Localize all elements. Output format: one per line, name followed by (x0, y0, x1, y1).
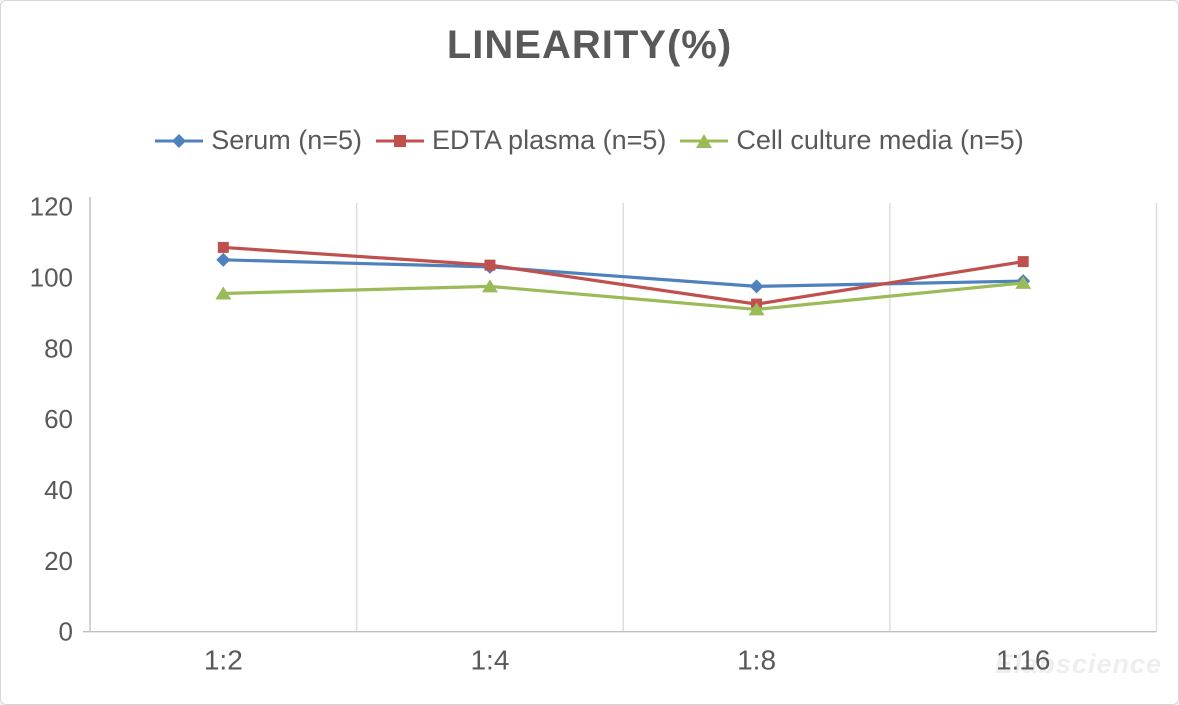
x-tick-label: 1:16 (996, 645, 1051, 676)
series-line (223, 281, 1024, 312)
chart-title: LINEARITY(%) (446, 23, 733, 67)
data-point-marker-triangle (481, 279, 498, 293)
legend-label-cell-culture-media: Cell culture media (n=5) (736, 125, 1024, 155)
legend-item-edta-plasma: EDTA plasma (n=5) (376, 125, 666, 156)
y-tick-label: 120 (30, 192, 73, 222)
y-tick-label: 0 (59, 617, 73, 647)
legend-marker-diamond-icon (155, 133, 204, 148)
legend-label-edta-plasma: EDTA plasma (n=5) (432, 125, 667, 155)
legend-item-cell-culture-media: Cell culture media (n=5) (680, 125, 1024, 156)
data-point-marker-diamond (749, 279, 764, 294)
legend-marker-triangle-icon (680, 133, 729, 148)
x-tick-label: 1:4 (470, 645, 509, 676)
x-tick-label: 1:8 (737, 645, 776, 676)
data-point-marker-square (217, 241, 229, 253)
data-point-marker-triangle (748, 302, 765, 316)
x-tick-label: 1:2 (204, 645, 243, 676)
data-point-marker-square (484, 259, 496, 271)
data-point-marker-triangle (215, 286, 232, 300)
legend-item-serum: Serum (n=5) (155, 125, 362, 156)
data-point-marker-diamond (216, 252, 231, 267)
y-tick-label: 100 (30, 263, 73, 293)
y-tick-label: 40 (44, 475, 73, 505)
data-point-marker-triangle (1015, 275, 1032, 289)
y-tick-label: 60 (44, 404, 73, 434)
y-tick-label: 20 (44, 546, 73, 576)
legend-marker-square-icon (376, 134, 425, 147)
series-line (223, 245, 1024, 306)
legend: Serum (n=5) EDTA plasma (n=5) Cell cultu… (1, 125, 1178, 156)
y-tick-label: 80 (44, 333, 73, 363)
watermark: Elabscience (994, 649, 1162, 679)
legend-label-serum: Serum (n=5) (211, 125, 363, 155)
data-point-marker-square (1017, 256, 1029, 268)
